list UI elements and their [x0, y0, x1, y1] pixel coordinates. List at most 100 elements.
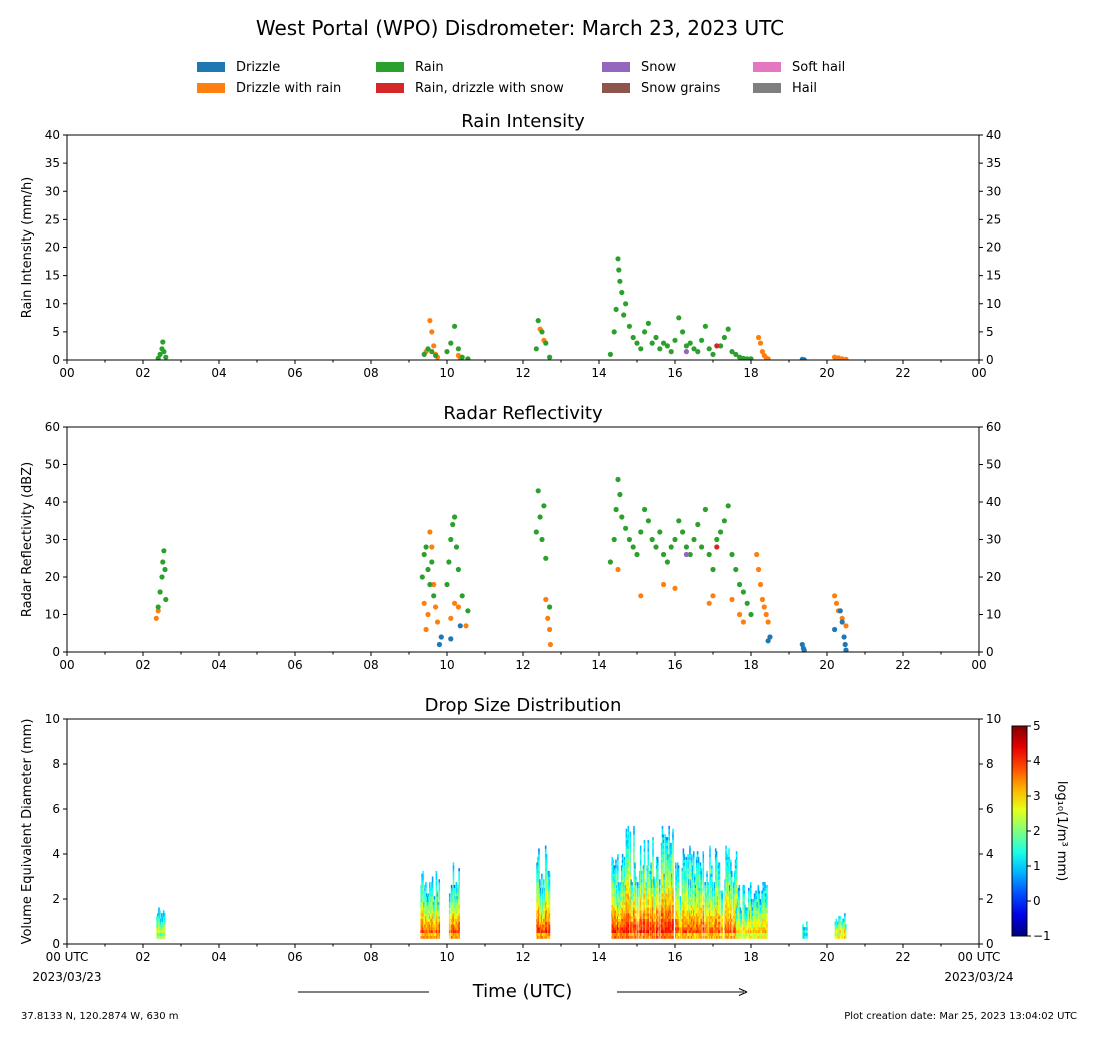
- heatmap-cell: [682, 918, 685, 922]
- heatmap-cell: [454, 915, 457, 920]
- heatmap-cell: [629, 848, 631, 852]
- heatmap-cell: [543, 890, 545, 894]
- heatmap-cell: [684, 924, 687, 928]
- heatmap-cell: [672, 904, 674, 908]
- heatmap-cell: [625, 884, 628, 889]
- heatmap-cell: [615, 879, 617, 883]
- heatmap-cell: [706, 927, 708, 931]
- heatmap-cell: [621, 887, 624, 891]
- heatmap-cell: [694, 935, 697, 939]
- heatmap-cell: [642, 868, 645, 872]
- heatmap-cell: [699, 876, 702, 880]
- heatmap-cell: [671, 932, 673, 936]
- data-point: [615, 256, 621, 262]
- heatmap-cell: [627, 921, 630, 925]
- heatmap-cell: [730, 859, 732, 863]
- heatmap-cell: [669, 915, 671, 920]
- heatmap-cell: [536, 884, 538, 889]
- heatmap-cell: [692, 873, 694, 877]
- heatmap-cell: [705, 921, 707, 925]
- heatmap-cell: [681, 907, 684, 911]
- heatmap-cell: [623, 929, 626, 934]
- heatmap-cell: [619, 918, 622, 922]
- heatmap-cell: [422, 904, 424, 908]
- heatmap-cell: [735, 904, 738, 908]
- heatmap-cell: [709, 848, 711, 852]
- heatmap-cell: [699, 924, 702, 928]
- heatmap-cell: [660, 856, 663, 860]
- data-point: [801, 647, 807, 652]
- heatmap-cell: [667, 856, 669, 860]
- heatmap-cell: [617, 899, 619, 903]
- heatmap-cell: [452, 924, 455, 928]
- heatmap-cell: [731, 935, 733, 939]
- heatmap-cell: [675, 868, 677, 872]
- heatmap-cell: [761, 893, 763, 897]
- heatmap-cell: [455, 924, 458, 928]
- heatmap-cell: [458, 907, 460, 911]
- heatmap-cell: [452, 904, 455, 908]
- heatmap-cell: [693, 913, 695, 917]
- heatmap-cell: [766, 935, 768, 939]
- heatmap-cell: [627, 848, 630, 852]
- heatmap-cell: [614, 915, 616, 920]
- heatmap-cell: [640, 915, 643, 920]
- heatmap-cell: [451, 904, 454, 908]
- heatmap-cell: [432, 910, 435, 914]
- heatmap-cell: [675, 904, 678, 908]
- y-axis-label: Volume Equivalent Diameter (mm): [20, 719, 35, 945]
- heatmap-cell: [697, 893, 700, 897]
- heatmap-cell: [695, 882, 698, 886]
- heatmap-cell: [627, 842, 630, 846]
- heatmap-cell: [627, 915, 630, 920]
- heatmap-cell: [742, 904, 744, 908]
- heatmap-cell: [448, 927, 451, 931]
- heatmap-cell: [656, 865, 658, 869]
- heatmap-cell: [454, 918, 457, 922]
- y-tick-label: 60: [45, 420, 60, 434]
- heatmap-cell: [428, 935, 430, 939]
- heatmap-cell: [611, 899, 613, 903]
- heatmap-cell: [541, 896, 543, 900]
- heatmap-cell: [712, 932, 714, 936]
- heatmap-cell: [647, 904, 650, 908]
- heatmap-cell: [717, 890, 720, 894]
- heatmap-cell: [427, 913, 429, 917]
- heatmap-cell: [685, 896, 687, 900]
- heatmap-cell: [425, 896, 427, 900]
- heatmap-cell: [675, 899, 677, 903]
- heatmap-cell: [742, 890, 744, 894]
- heatmap-cell: [758, 915, 761, 920]
- heatmap-cell: [649, 915, 651, 920]
- data-point: [429, 544, 435, 550]
- heatmap-cell: [707, 921, 709, 925]
- heatmap-cell: [718, 887, 721, 891]
- heatmap-cell: [651, 879, 653, 883]
- heatmap-cell: [651, 924, 653, 928]
- heatmap-cell: [617, 887, 619, 891]
- heatmap-cell: [720, 915, 723, 920]
- heatmap-cell: [649, 890, 651, 894]
- heatmap-cell: [640, 884, 643, 889]
- y-tick-label: 10: [986, 712, 1001, 726]
- heatmap-cell: [547, 935, 550, 939]
- heatmap-cell: [540, 904, 542, 908]
- heatmap-cell: [693, 851, 695, 855]
- heatmap-cell: [737, 924, 740, 928]
- heatmap-cell: [626, 879, 629, 883]
- y-tick-label: 0: [986, 937, 994, 951]
- heatmap-cell: [612, 868, 614, 872]
- heatmap-cell: [745, 932, 747, 936]
- data-point: [463, 623, 469, 629]
- heatmap-cell: [711, 924, 713, 928]
- heatmap-cell: [450, 890, 453, 894]
- heatmap-cell: [702, 890, 705, 894]
- heatmap-cell: [725, 868, 727, 872]
- heatmap-cell: [739, 921, 742, 925]
- heatmap-cell: [752, 910, 755, 914]
- heatmap-cell: [668, 907, 670, 911]
- heatmap-cell: [627, 828, 630, 832]
- heatmap-cell: [667, 884, 669, 889]
- heatmap-cell: [448, 896, 451, 900]
- heatmap-cell: [735, 876, 738, 880]
